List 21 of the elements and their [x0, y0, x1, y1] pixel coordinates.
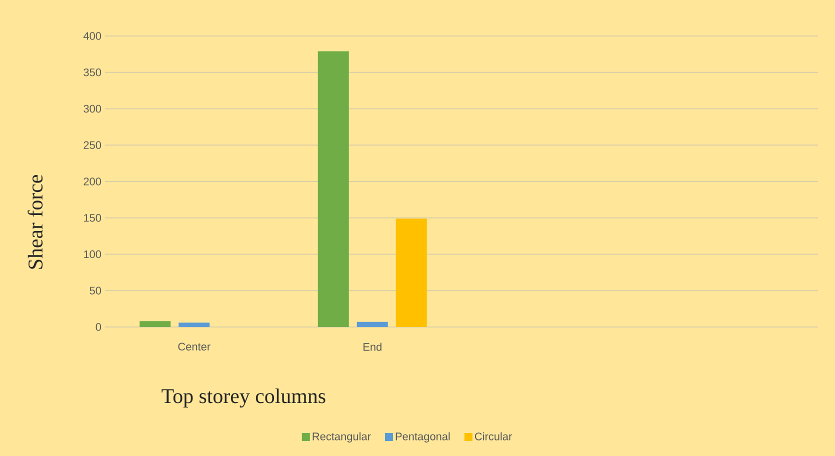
- y-tick-label: 100: [84, 250, 102, 258]
- legend-label: Rectangular: [312, 432, 371, 442]
- y-tick-label: 0: [96, 323, 102, 331]
- y-tick-label: 300: [84, 104, 102, 113]
- legend-label: Pentagonal: [396, 432, 450, 442]
- bar: [356, 322, 388, 327]
- x-tick-label: End: [364, 342, 382, 351]
- y-tick-label: 400: [83, 32, 102, 40]
- y-tick-label: 150: [84, 214, 102, 222]
- y-tick-label: 200: [84, 178, 102, 186]
- y-tick-label: 350: [84, 68, 102, 76]
- y-tick-label: 250: [84, 141, 102, 149]
- bar: [318, 51, 349, 327]
- bar: [140, 321, 171, 327]
- bar: [396, 218, 427, 327]
- y-axis-title: Shear force: [28, 175, 43, 269]
- y-tick-label: 50: [90, 286, 102, 294]
- x-tick-label: Center: [178, 342, 210, 351]
- x-axis-title: Top storey columns: [162, 388, 326, 408]
- legend-label: Circular: [474, 432, 512, 440]
- bar: [178, 322, 210, 327]
